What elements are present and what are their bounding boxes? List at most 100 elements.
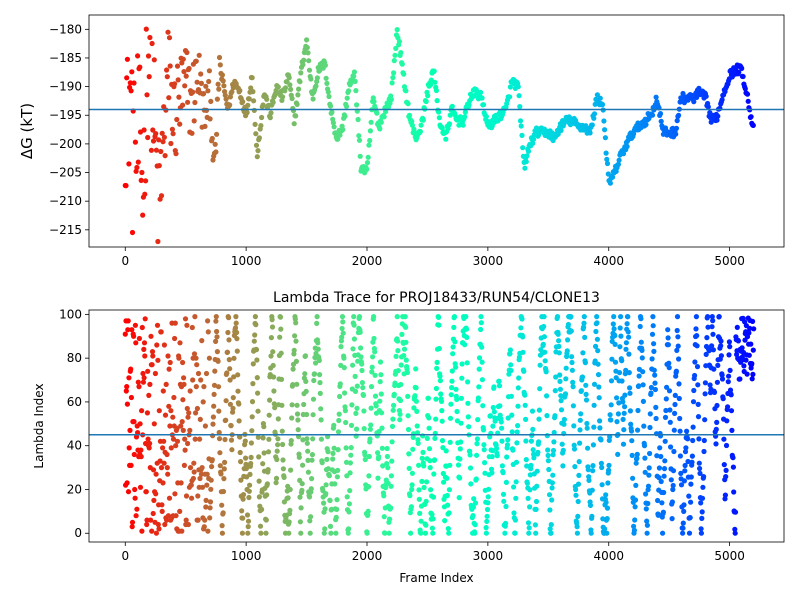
dg-point	[123, 183, 129, 189]
dg-point	[337, 132, 343, 138]
lambda-point	[280, 466, 286, 472]
lambda-point	[264, 492, 270, 498]
lambda-point	[390, 407, 396, 413]
dg-point	[395, 35, 401, 41]
dg-point	[260, 102, 266, 108]
lambda-point	[551, 439, 557, 445]
lambda-point	[570, 384, 576, 390]
dg-point	[462, 114, 468, 120]
lambda-point	[162, 521, 168, 528]
lambda-point	[616, 400, 622, 406]
lambda-point	[376, 454, 382, 460]
dg-point	[129, 69, 135, 75]
dg-point	[298, 70, 304, 76]
lambda-point	[598, 437, 604, 443]
lambda-point	[426, 425, 432, 431]
lambda-point	[194, 362, 200, 368]
lambda-point	[227, 377, 233, 383]
lambda-point	[318, 406, 324, 412]
lambda-point	[638, 339, 644, 345]
lambda-point	[449, 378, 455, 384]
lambda-point	[575, 513, 581, 520]
lambda-point	[599, 464, 605, 471]
lambda-point	[675, 343, 681, 349]
lambda-point	[718, 338, 724, 344]
lambda-point	[378, 391, 384, 397]
lambda-point	[713, 426, 719, 432]
lambda-point	[239, 530, 245, 536]
dg-point	[383, 109, 389, 115]
lambda-point	[317, 390, 323, 396]
dg-point	[135, 159, 141, 165]
dg-point	[340, 127, 346, 133]
top-plot-area	[89, 26, 784, 245]
lambda-point	[666, 360, 672, 366]
lambda-point	[713, 441, 719, 447]
lambda-point	[549, 480, 556, 486]
lambda-point	[591, 402, 597, 408]
lambda-point	[464, 334, 470, 340]
lambda-point	[542, 358, 548, 364]
lambda-point	[224, 349, 231, 355]
lambda-point	[210, 421, 216, 427]
lambda-point	[568, 314, 574, 320]
lambda-point	[344, 494, 350, 500]
lambda-point	[403, 324, 409, 330]
dg-point	[127, 80, 133, 86]
lambda-point	[579, 374, 586, 380]
lambda-point	[583, 397, 590, 403]
lambda-point	[279, 402, 285, 408]
lambda-point	[336, 411, 342, 417]
lambda-point	[604, 516, 610, 522]
lambda-point	[370, 354, 376, 360]
lambda-point	[662, 438, 668, 444]
dg-point	[449, 103, 455, 109]
lambda-point	[248, 454, 254, 460]
lambda-point	[584, 420, 590, 427]
lambda-point	[389, 423, 396, 429]
lambda-point	[171, 394, 177, 401]
lambda-point	[571, 446, 578, 452]
lambda-point	[377, 398, 383, 404]
dg-point	[478, 89, 484, 95]
lambda-point	[630, 475, 636, 481]
lambda-point	[187, 465, 194, 471]
lambda-point	[270, 349, 276, 355]
lambda-point	[572, 464, 578, 470]
lambda-point	[146, 392, 152, 398]
lambda-point	[550, 447, 557, 454]
lambda-point	[633, 460, 639, 466]
dg-point	[378, 119, 384, 125]
lambda-point	[513, 459, 520, 465]
lambda-point	[414, 423, 420, 429]
lambda-point	[150, 467, 157, 473]
lambda-point	[660, 530, 666, 536]
lambda-point	[432, 457, 438, 463]
lambda-point	[273, 480, 279, 486]
lambda-point	[172, 491, 178, 497]
lambda-point	[234, 336, 240, 342]
lambda-point	[610, 321, 616, 327]
lambda-point	[368, 384, 375, 390]
lambda-point	[557, 378, 563, 384]
dg-point	[649, 112, 656, 118]
lambda-point	[515, 403, 521, 409]
dg-point	[203, 107, 210, 113]
lambda-point	[683, 445, 689, 451]
dg-point	[162, 153, 168, 159]
lambda-point	[525, 495, 531, 501]
dg-point	[301, 57, 307, 63]
lambda-point	[430, 494, 437, 500]
lambda-point	[228, 437, 235, 443]
bottom-x-tick-label: 1000	[231, 549, 262, 563]
lambda-point	[305, 469, 311, 475]
dg-point	[691, 99, 697, 105]
dg-point	[603, 150, 609, 156]
lambda-point	[346, 509, 352, 515]
lambda-point	[552, 388, 558, 394]
lambda-point	[445, 526, 451, 532]
lambda-point	[681, 502, 687, 508]
lambda-point	[231, 374, 237, 380]
lambda-point	[645, 500, 651, 507]
lambda-point	[271, 401, 277, 407]
